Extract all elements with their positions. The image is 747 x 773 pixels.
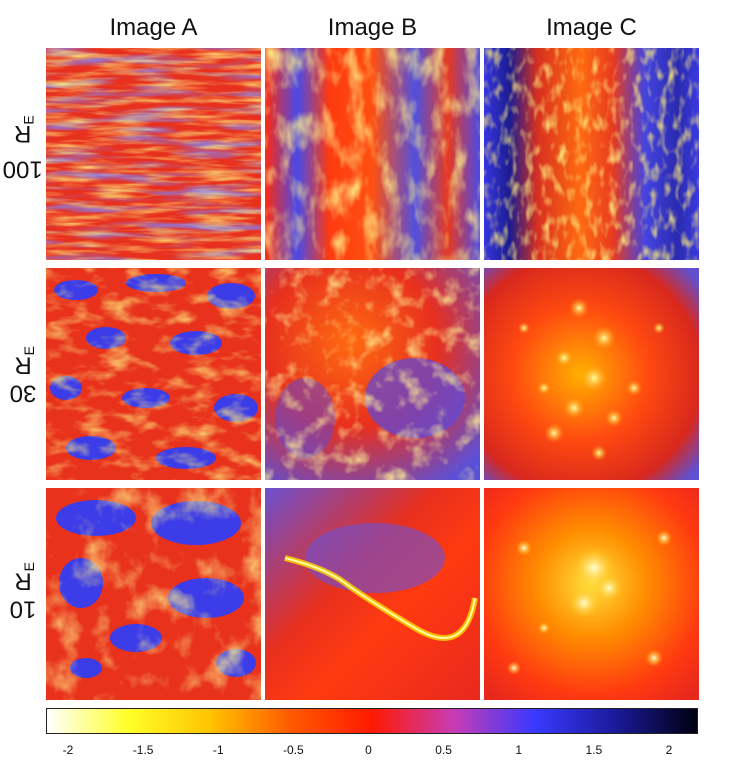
colorbar-tick-label: -1.5	[132, 743, 154, 757]
row-label-30-re: 30 RE	[9, 345, 37, 407]
colorbar-tick-label: 2	[665, 743, 673, 757]
row-label-10-re: 10 RE	[9, 561, 37, 623]
column-title-image-b: Image B	[327, 14, 418, 41]
panel-c-30	[484, 268, 699, 480]
colorbar-tick-label: 1	[515, 743, 523, 757]
column-title-image-c: Image C	[546, 14, 637, 41]
panel-a-10	[46, 488, 261, 700]
colorbar-tick-label: -0.5	[283, 743, 304, 757]
panel-a-100	[46, 48, 261, 260]
colorbar-tick-label: -2	[62, 743, 74, 757]
colorbar-tick-label: 0	[365, 743, 372, 757]
colorbar-tick-label: -1	[212, 743, 224, 757]
panel-c-100	[484, 48, 699, 260]
panel-a-30	[46, 268, 261, 480]
colorbar-tick-label: 0.5	[435, 743, 452, 757]
panel-c-10	[484, 488, 699, 700]
colorbar-tick-label: 1.5	[585, 743, 603, 757]
colorbar	[46, 708, 698, 734]
column-title-image-a: Image A	[109, 14, 198, 41]
row-label-100-re: 100 RE	[2, 114, 44, 183]
panel-b-30	[265, 268, 480, 480]
panel-b-10	[265, 488, 480, 700]
panel-b-100	[265, 48, 480, 260]
